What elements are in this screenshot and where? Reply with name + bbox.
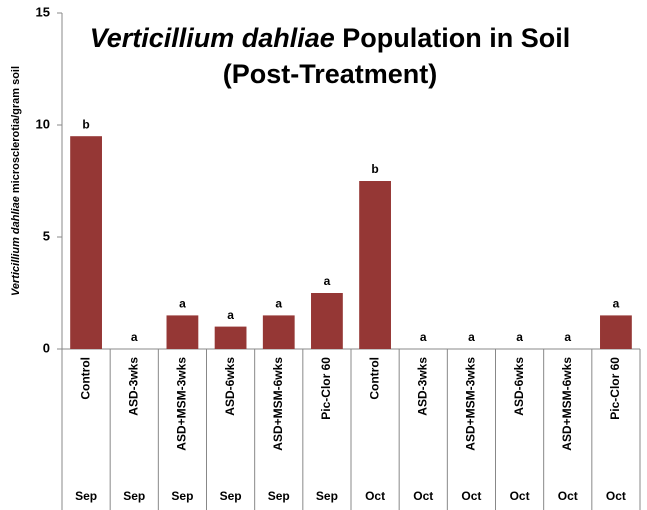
significance-label: a bbox=[468, 330, 475, 344]
x-tick-label: ASD+MSM-6wks bbox=[271, 357, 285, 451]
significance-label: a bbox=[227, 308, 234, 322]
group-label: Sep bbox=[316, 489, 338, 503]
ylabel-rest: microsclerotia/gram soil bbox=[10, 66, 22, 196]
x-tick-label: ASD-6wks bbox=[223, 357, 237, 416]
title-italic: Verticillium dahliae bbox=[90, 23, 335, 53]
x-tick-label: ASD+MSM-6wks bbox=[560, 357, 574, 451]
bar bbox=[262, 315, 295, 349]
bar bbox=[311, 293, 343, 349]
y-axis-label: Verticillium dahliae microsclerotia/gram… bbox=[10, 66, 22, 296]
x-tick-label: ASD+MSM-3wks bbox=[464, 357, 478, 451]
x-tick-label: Pic-Clor 60 bbox=[319, 357, 333, 420]
bar bbox=[359, 181, 391, 349]
y-tick-label: 15 bbox=[36, 4, 50, 19]
x-tick-label: Pic-Clor 60 bbox=[608, 357, 622, 420]
y-tick-label: 10 bbox=[36, 116, 50, 131]
group-label: Oct bbox=[413, 489, 433, 503]
bar bbox=[166, 315, 199, 349]
significance-label: a bbox=[613, 297, 620, 311]
y-tick-label: 5 bbox=[43, 228, 50, 243]
group-label: Oct bbox=[606, 489, 626, 503]
significance-label: b bbox=[82, 117, 89, 131]
group-label: Oct bbox=[365, 489, 385, 503]
chart-title: Verticillium dahliae Population in Soil bbox=[90, 23, 571, 53]
group-label: Oct bbox=[461, 489, 481, 503]
group-label: Sep bbox=[268, 489, 290, 503]
significance-label: a bbox=[324, 274, 331, 288]
group-label: Oct bbox=[558, 489, 578, 503]
chart-subtitle: (Post-Treatment) bbox=[223, 59, 438, 89]
group-label: Oct bbox=[510, 489, 530, 503]
group-label: Sep bbox=[171, 489, 193, 503]
bar bbox=[70, 136, 102, 349]
x-tick-label: Control bbox=[78, 357, 92, 400]
title-rest: Population in Soil bbox=[335, 23, 571, 53]
significance-label: a bbox=[516, 330, 523, 344]
significance-label: a bbox=[420, 330, 427, 344]
bar bbox=[600, 315, 632, 349]
significance-label: b bbox=[371, 162, 378, 176]
x-tick-label: ASD-3wks bbox=[415, 357, 429, 416]
group-label: Sep bbox=[220, 489, 242, 503]
x-tick-label: ASD-3wks bbox=[126, 357, 140, 416]
significance-label: a bbox=[179, 297, 186, 311]
x-tick-label: ASD-6wks bbox=[512, 357, 526, 416]
significance-label: a bbox=[131, 330, 138, 344]
significance-label: a bbox=[564, 330, 571, 344]
significance-label: a bbox=[275, 297, 282, 311]
y-tick-label: 0 bbox=[43, 340, 50, 355]
group-label: Sep bbox=[75, 489, 97, 503]
group-label: Sep bbox=[123, 489, 145, 503]
x-tick-label: Control bbox=[367, 357, 381, 400]
bar bbox=[214, 326, 247, 349]
ylabel-italic: Verticillium dahliae bbox=[10, 196, 22, 296]
x-tick-label: ASD+MSM-3wks bbox=[175, 357, 189, 451]
